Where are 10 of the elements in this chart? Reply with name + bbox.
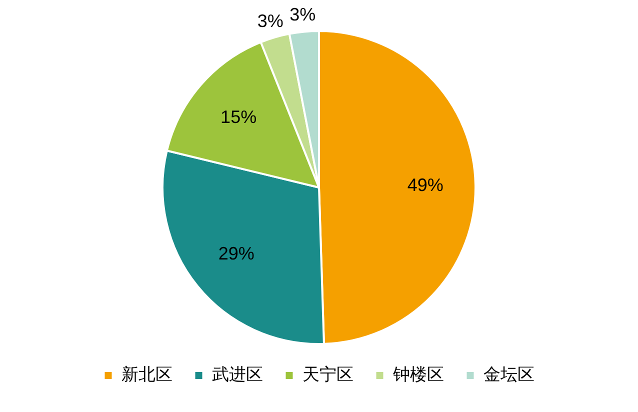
data-label: 3% <box>290 4 316 25</box>
legend-label: 武进区 <box>212 365 263 384</box>
legend-label: 天宁区 <box>302 365 354 384</box>
data-label: 3% <box>257 10 284 31</box>
data-label: 15% <box>220 106 257 127</box>
data-label: 29% <box>218 244 254 264</box>
legend-label: 金坛区 <box>483 365 534 384</box>
legend-label: 新北区 <box>121 365 172 384</box>
legend-label: 钟楼区 <box>392 365 444 384</box>
data-label: 49% <box>407 174 444 195</box>
